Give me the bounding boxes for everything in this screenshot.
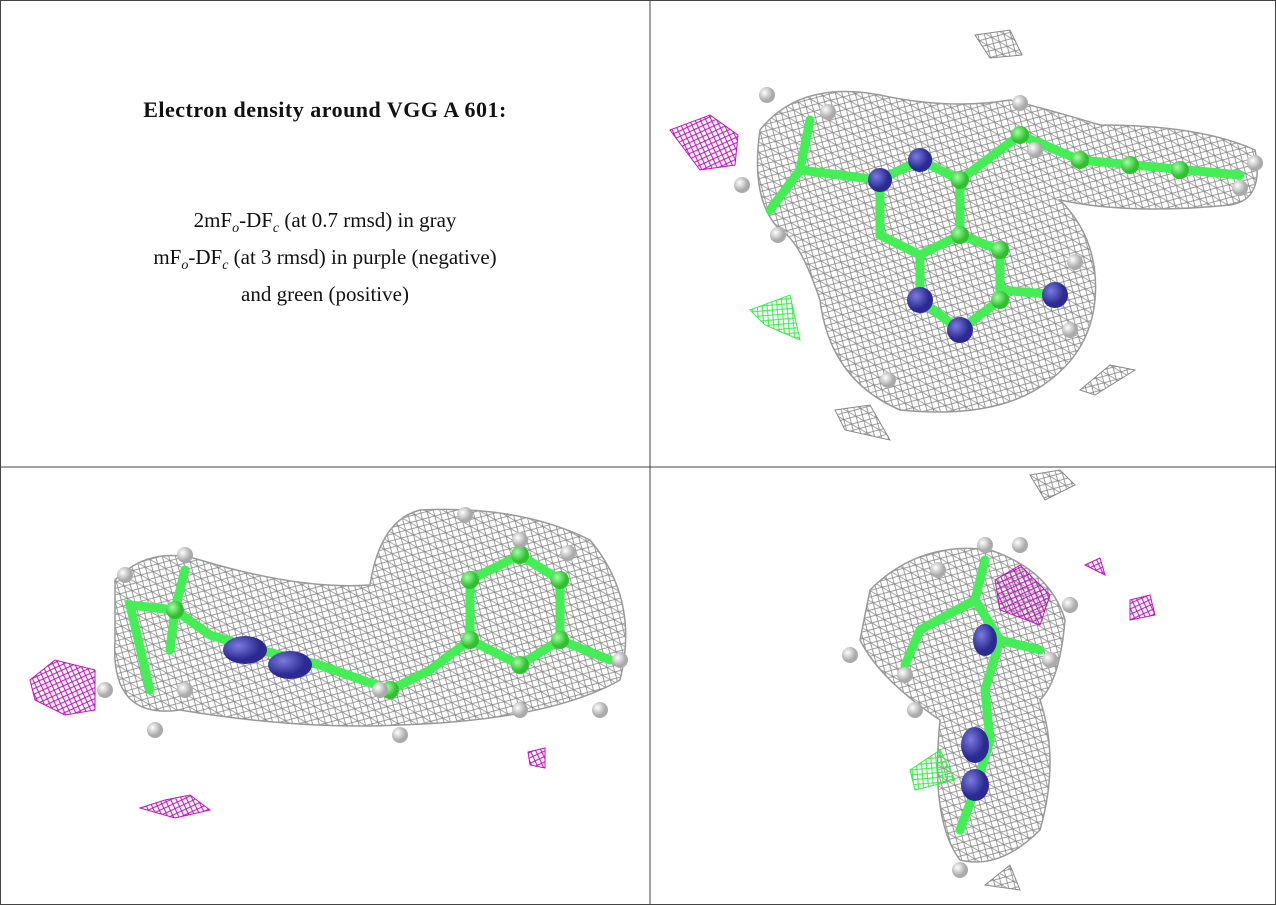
density-view-2 (29, 507, 628, 819)
legend-panel: Electron density around VGG A 601: 2mFo-… (0, 0, 650, 467)
text: (at 0.7 rmsd) in gray (279, 208, 457, 232)
legend-title: Electron density around VGG A 601: (143, 97, 507, 122)
text: -DF (188, 245, 223, 270)
text: (at 3 rmsd) in purple (negative) (228, 245, 497, 270)
density-view-1 (669, 29, 1263, 441)
text: and green (positive) (241, 282, 409, 307)
subscript: o (232, 221, 240, 237)
text: mF (153, 245, 182, 270)
legend-line: mFo-DFc (at 3 rmsd) in purple (negative) (0, 243, 650, 280)
text: -DF (239, 208, 273, 232)
subscript: c (272, 221, 280, 237)
text: 2mF (193, 208, 233, 232)
legend-lines: 2mFo-DFc (at 0.7 rmsd) in gray mFo-DFc (… (0, 206, 650, 308)
legend-line: 2mFo-DFc (at 0.7 rmsd) in gray (0, 206, 650, 243)
density-view-3 (842, 469, 1156, 891)
subscript: o (181, 258, 189, 274)
legend-line: and green (positive) (0, 280, 650, 308)
subscript: c (222, 258, 229, 274)
